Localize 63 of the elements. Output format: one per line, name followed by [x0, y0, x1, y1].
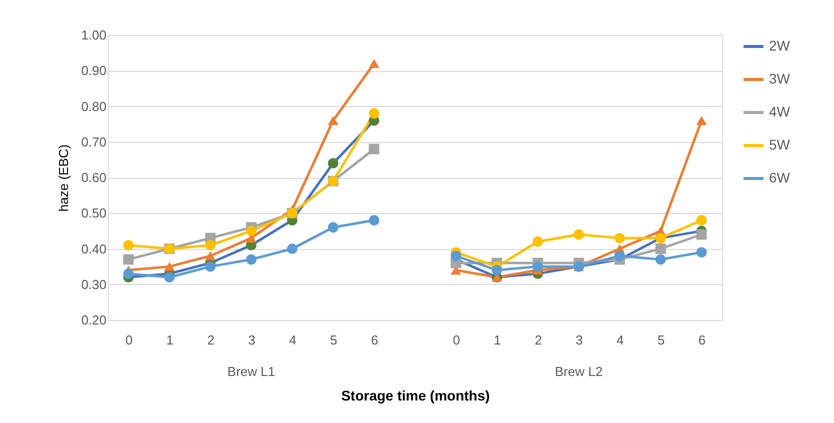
legend-label: 2W [769, 38, 791, 54]
point [573, 229, 584, 240]
x-tick-label: 3 [248, 332, 256, 348]
point [205, 251, 216, 260]
point [696, 229, 707, 240]
point [532, 261, 544, 272]
point [205, 240, 216, 250]
point [696, 247, 707, 258]
legend-label: 3W [769, 70, 791, 86]
point [492, 264, 502, 276]
y-tick-label: 0.30 [81, 276, 106, 292]
x-tick-label: 2 [534, 332, 542, 348]
x-tick-label: 6 [698, 332, 706, 348]
x-tick-label: 1 [166, 332, 174, 348]
point [696, 116, 707, 126]
point [614, 232, 625, 244]
point [123, 240, 134, 250]
point [614, 250, 625, 262]
point [123, 268, 134, 279]
point [246, 254, 257, 265]
point [368, 144, 380, 154]
point [328, 222, 338, 233]
point [123, 254, 134, 265]
x-tick-label: 1 [494, 332, 501, 348]
x-tick-label: 5 [657, 332, 665, 348]
x-tick-label: 0 [452, 332, 460, 348]
x-tick-label: 4 [616, 332, 624, 348]
point [286, 244, 298, 254]
x-tick-label: 5 [330, 332, 338, 348]
x-tick-label: 4 [289, 332, 296, 348]
point [164, 262, 175, 272]
x-tick-label: 6 [370, 332, 378, 348]
x-tick-label: 0 [125, 332, 133, 348]
y-tick-label: 0.50 [81, 206, 106, 221]
point [450, 250, 462, 262]
point [328, 116, 338, 126]
legend-label: 6W [769, 170, 791, 186]
text: Brew L1 [227, 364, 276, 379]
y-axis-title: haze (EBC) [56, 144, 72, 212]
point [328, 158, 338, 168]
point [655, 254, 666, 265]
y-tick-label: 0.90 [81, 63, 106, 78]
text: Brew L2 [554, 364, 603, 379]
point [368, 108, 380, 119]
x-axis-title: Storage time (months) [341, 388, 490, 404]
y-tick-label: 0.70 [81, 134, 106, 150]
point [246, 226, 257, 236]
legend-label: 5W [769, 136, 791, 152]
legend-label: 4W [769, 104, 791, 120]
point [368, 215, 380, 226]
y-tick-label: 1.00 [81, 28, 106, 42]
y-tick-label: 0.80 [81, 98, 106, 114]
point [696, 215, 707, 226]
point [205, 261, 216, 272]
point [532, 236, 544, 247]
y-tick-label: 0.40 [81, 241, 106, 256]
point [164, 272, 175, 282]
y-tick-label: 0.60 [81, 170, 106, 185]
point [368, 58, 380, 68]
y-tick-label: 0.20 [81, 312, 106, 328]
point [655, 244, 666, 254]
x-tick-label: 2 [207, 332, 214, 348]
x-tick-label: 3 [576, 332, 583, 348]
